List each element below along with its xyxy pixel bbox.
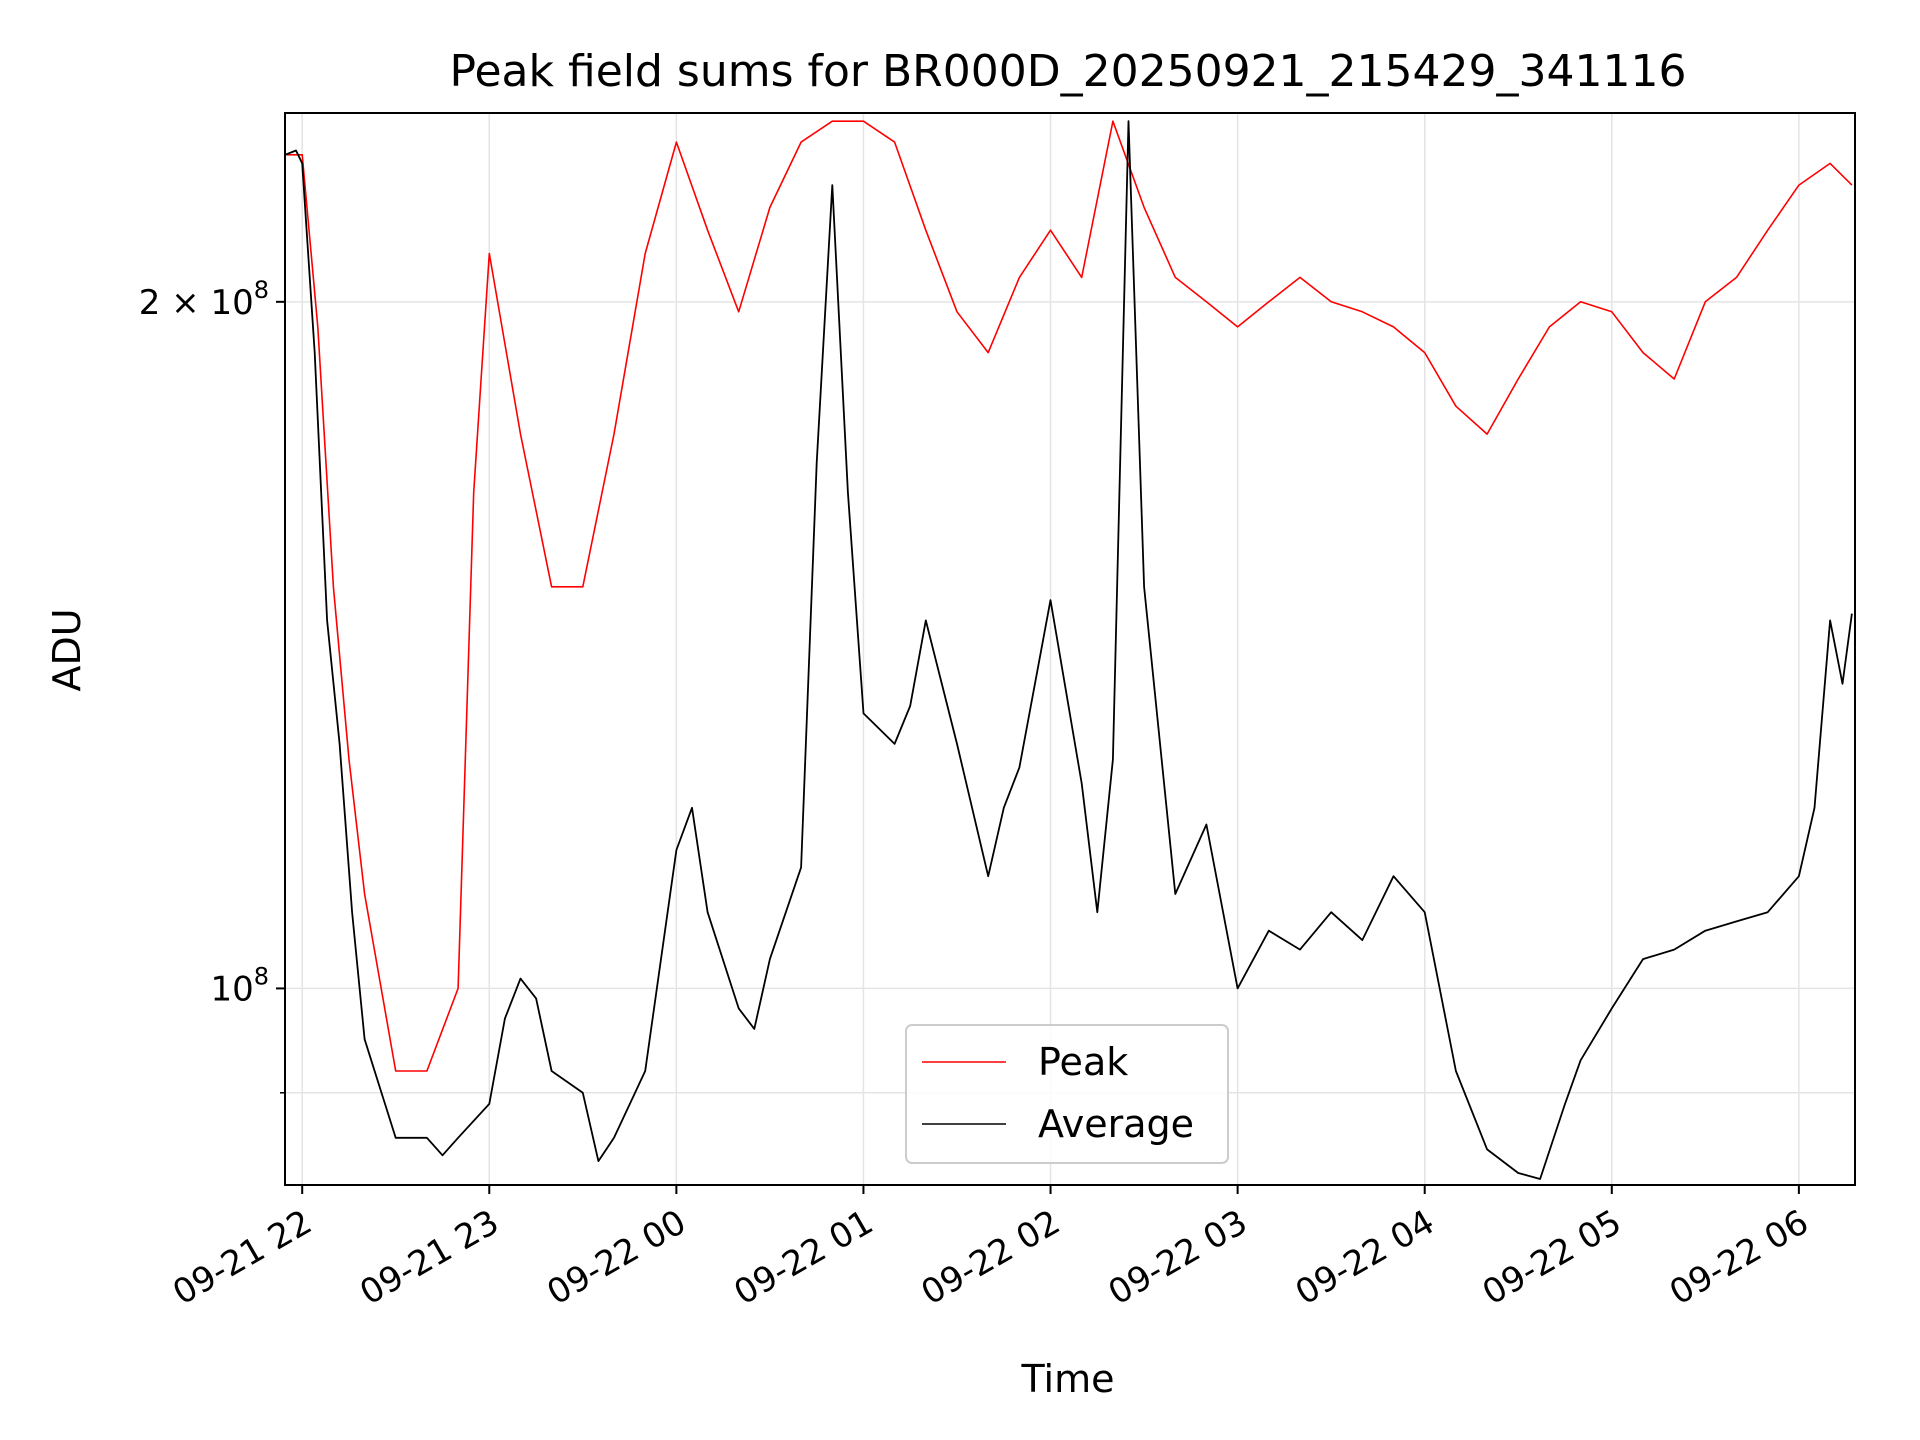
series-layer: [285, 120, 1853, 1180]
chart-title: Peak field sums for BR000D_20250921_2154…: [450, 46, 1687, 97]
legend-label-average: Average: [1038, 1102, 1194, 1146]
x-axis-title: Time: [1021, 1357, 1115, 1401]
grid: [285, 113, 1855, 1185]
plot-frame: [284, 112, 1856, 1186]
series-line-average: [285, 120, 1853, 1180]
legend: Peak Average: [905, 1024, 1229, 1164]
y-axis: 108 2 × 108: [139, 276, 285, 1094]
y-tick-label: 2 × 108: [139, 276, 269, 323]
series-line-peak: [286, 120, 1853, 1072]
legend-label-peak: Peak: [1038, 1040, 1128, 1084]
legend-box: [905, 1024, 1229, 1164]
y-tick-label: 108: [210, 962, 269, 1009]
y-axis-title: ADU: [45, 608, 89, 691]
